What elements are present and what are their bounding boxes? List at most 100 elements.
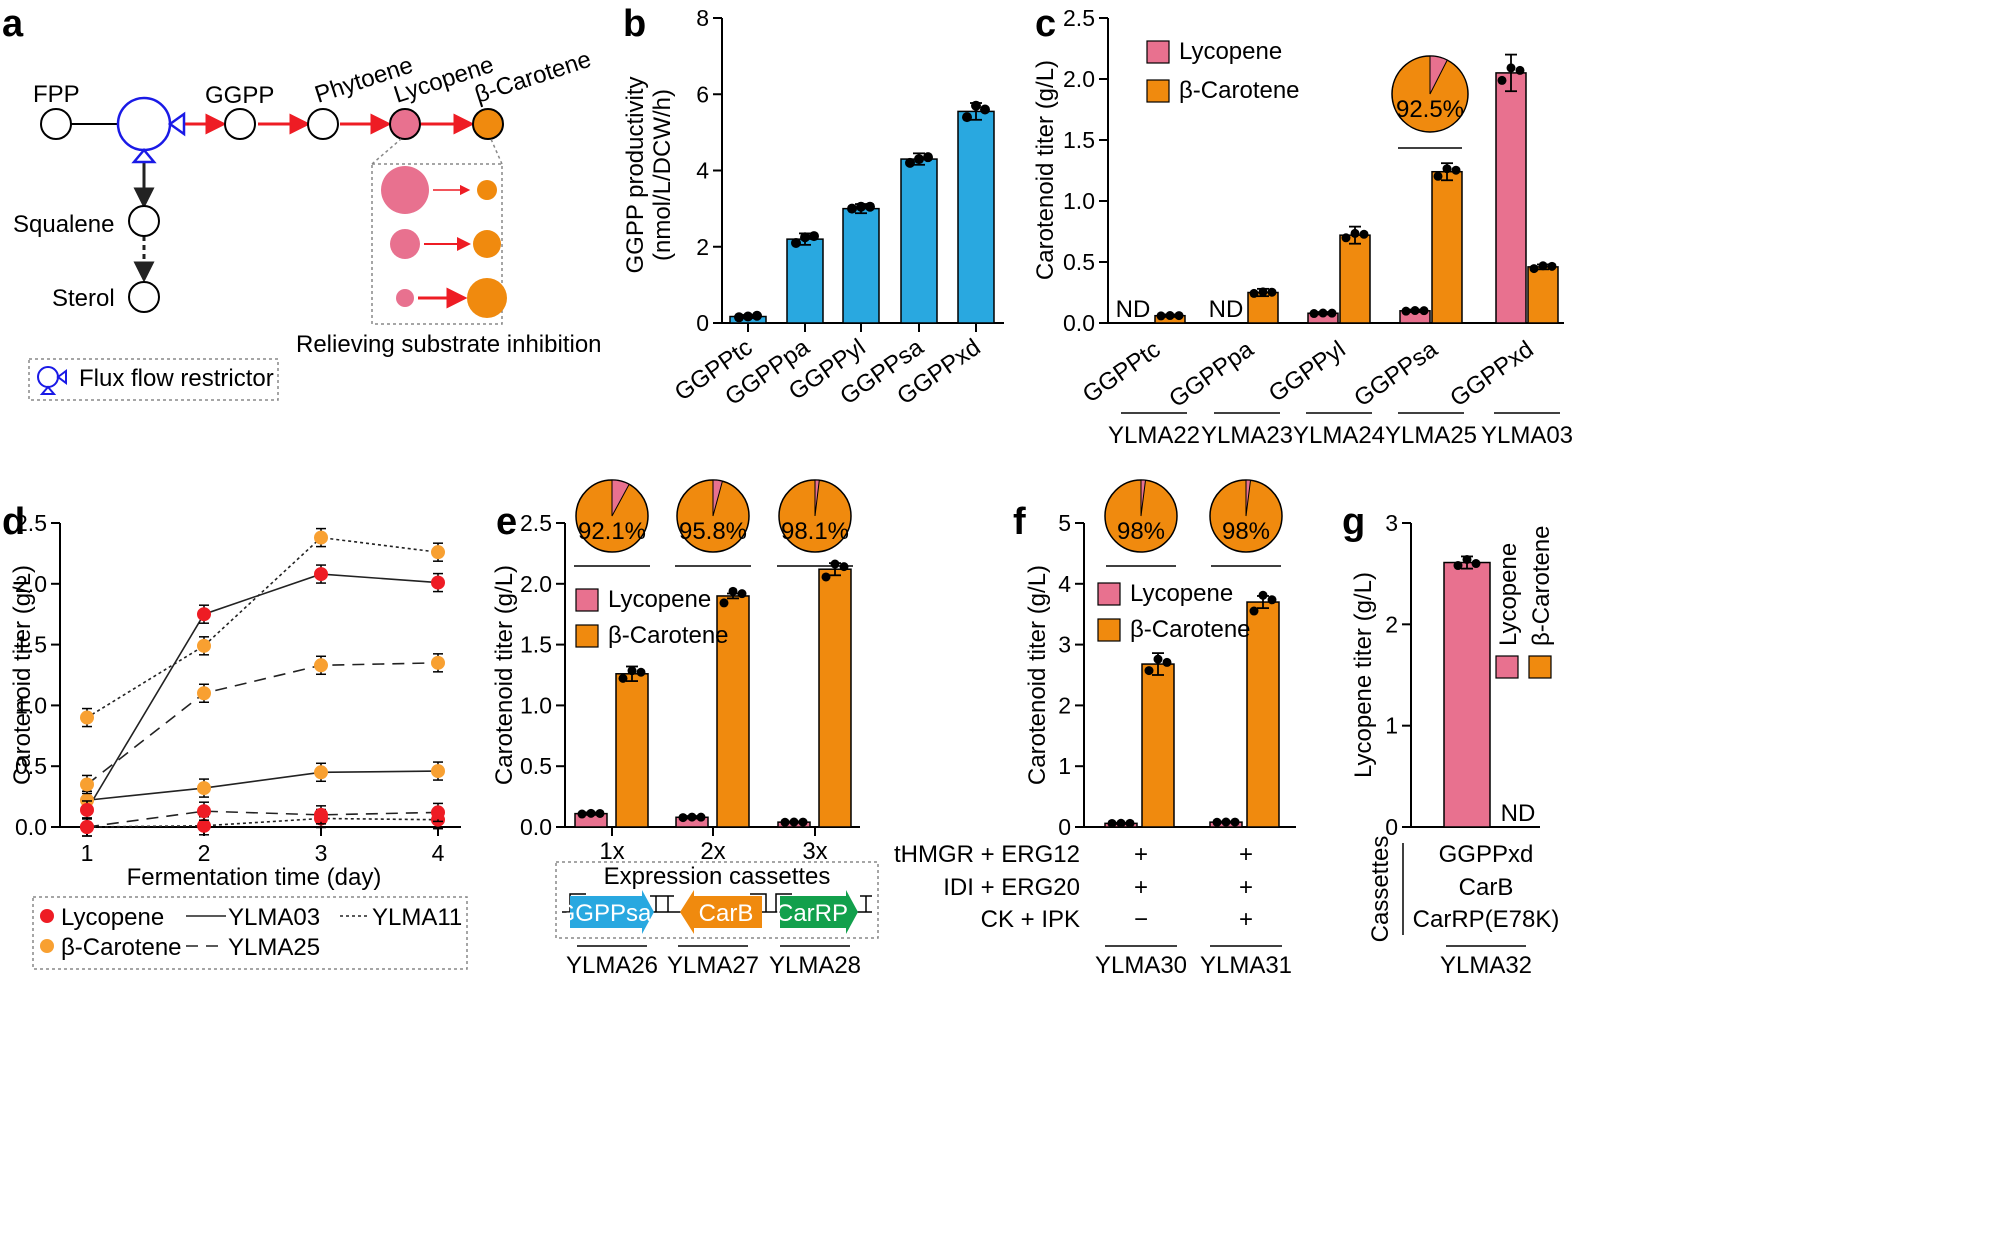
strain-label: YLMA25	[1385, 422, 1477, 449]
condition-label: IDI + ERG20	[943, 874, 1080, 901]
data-point	[1497, 75, 1507, 85]
bar-lycopene	[1495, 72, 1527, 324]
inhibition-caption: Relieving substrate inhibition	[296, 331, 602, 358]
y-axis-label: Lycopene titer (g/L)	[1350, 572, 1377, 778]
data-point-lycopene	[197, 607, 211, 622]
data-point	[1144, 666, 1154, 676]
data-point	[696, 812, 706, 822]
promoter-icon-reverse	[750, 893, 767, 912]
pie-lycopene-slice	[611, 479, 630, 517]
panel-letter-d: d	[2, 501, 25, 543]
x-axis-label: Fermentation time (day)	[127, 864, 382, 891]
pie-lycopene-slice	[1140, 479, 1147, 517]
x-tick-label: GGPPxd	[1445, 336, 1538, 412]
y-tick-label: 0.0	[15, 814, 47, 840]
x-tick-label: 1x	[599, 838, 624, 865]
data-point	[971, 100, 981, 111]
data-point	[1433, 171, 1443, 181]
terminator-icon	[860, 895, 872, 912]
data-point	[1230, 817, 1240, 827]
strain-label: YLMA23	[1201, 422, 1293, 449]
data-point	[618, 673, 628, 683]
panel-f-chart: 0 1 2 3 4 5 Carotenoid titer (g/L) 98% YLMA30 98%…	[894, 479, 1296, 979]
data-point	[1547, 261, 1557, 271]
data-point	[821, 572, 831, 582]
pie-percent-label: 92.1%	[578, 518, 646, 545]
legend-box	[32, 896, 468, 970]
gene-arrow-ggppsa	[570, 890, 654, 934]
data-point-carotene	[197, 781, 211, 796]
data-point	[1410, 306, 1420, 316]
restrictor-legend-box	[28, 358, 279, 401]
cassette-box	[555, 861, 879, 939]
series-line-YLMA03-carotene	[86, 770, 439, 802]
data-point	[577, 809, 587, 819]
data-point	[1506, 63, 1516, 73]
data-point	[1419, 306, 1429, 316]
condition-value: +	[1134, 874, 1148, 901]
y-axis-label-line1: GGPP productivity	[622, 77, 649, 274]
data-point	[1153, 654, 1163, 664]
y-tick-label: 0.0	[1063, 310, 1095, 336]
y-tick-label: 1	[1385, 713, 1398, 739]
pie-percent-label: 98%	[1222, 518, 1270, 545]
condition-value: +	[1239, 841, 1253, 868]
phytoene-node	[307, 108, 339, 140]
series-line-YLMA11-carotene	[86, 536, 439, 719]
condition-value: +	[1239, 906, 1253, 933]
terminator-icon	[650, 895, 674, 912]
legend-lycopene-swatch	[1146, 40, 1170, 64]
y-tick-label: 1.5	[1063, 127, 1095, 153]
restrictor-legend-label: Flux flow restrictor	[79, 365, 274, 392]
data-point	[800, 232, 810, 243]
bar-carotene	[1246, 601, 1280, 828]
y-tick-label: 0	[696, 310, 709, 336]
y-tick-label: 2.5	[15, 510, 47, 536]
flux-restrictor-icon	[116, 96, 186, 164]
series-line-YLMA03-lycopene	[86, 573, 439, 811]
legend-lycopene-swatch	[575, 588, 599, 612]
legend-lycopene-label: Lycopene	[608, 586, 711, 613]
data-point	[865, 201, 875, 212]
data-point	[1174, 311, 1184, 321]
pie-percent-label: 98%	[1117, 518, 1165, 545]
label-sterol: Sterol	[52, 285, 115, 312]
y-tick-label: 1	[1058, 753, 1071, 779]
data-point	[1453, 561, 1463, 571]
data-point	[780, 817, 790, 827]
squalene-node	[128, 205, 160, 237]
panel-g-chart: 0 1 2 3 Lycopene titer (g/L) ND Lycopene β-Caro…	[1350, 510, 1559, 979]
data-point	[734, 312, 744, 323]
pie-lycopene-slice	[1245, 479, 1252, 517]
data-point	[586, 808, 596, 818]
y-tick-label: 8	[696, 5, 709, 31]
nd-label: ND	[1209, 296, 1244, 323]
y-tick-label: 2.5	[1063, 5, 1095, 31]
ggpp-node	[224, 108, 256, 140]
legend-ylma11-label: YLMA11	[372, 904, 462, 931]
panel-letter-c: c	[1035, 3, 1056, 45]
lycopene-node	[389, 108, 421, 140]
data-point-carotene	[314, 765, 328, 780]
pie-lycopene-slice	[1429, 55, 1448, 95]
data-point	[962, 112, 972, 123]
legend-lycopene-swatch	[1097, 582, 1121, 606]
y-tick-label: 1.0	[520, 692, 552, 718]
panel-d-chart: 0.0 0.5 1.0 1.5 2.0 2.5 Carotenoid titer (g/L)…	[9, 510, 468, 970]
data-point-carotene	[314, 658, 328, 673]
y-tick-label: 0.5	[15, 753, 47, 779]
gene-label-carb: CarB	[699, 900, 754, 927]
data-point	[595, 808, 605, 818]
data-point	[752, 310, 762, 321]
data-point	[1451, 165, 1461, 175]
pie-lycopene-slice	[712, 479, 724, 517]
data-point	[1107, 818, 1117, 828]
y-tick-label: 4	[696, 158, 709, 184]
data-point-lycopene	[197, 804, 211, 819]
data-point-carotene	[197, 686, 211, 701]
cassette-title: Expression cassettes	[604, 863, 831, 890]
condition-label: CK + IPK	[981, 906, 1080, 933]
data-point	[1156, 311, 1166, 321]
x-tick-label: GGPPsa	[1349, 335, 1443, 412]
